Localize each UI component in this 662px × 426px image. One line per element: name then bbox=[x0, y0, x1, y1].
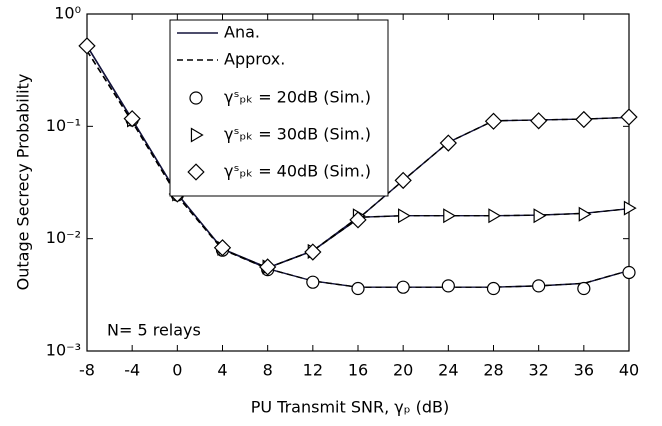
legend-label: γˢₚₖ = 40dB (Sim.) bbox=[224, 162, 371, 181]
legend-label: γˢₚₖ = 30dB (Sim.) bbox=[224, 125, 371, 144]
point bbox=[396, 280, 410, 294]
x-tick-label: 40 bbox=[619, 361, 639, 380]
point bbox=[351, 281, 365, 296]
y-axis-label: Outage Secrecy Probability bbox=[14, 74, 33, 291]
point bbox=[533, 208, 547, 224]
point bbox=[443, 208, 457, 224]
point bbox=[484, 112, 503, 130]
x-tick-label: 0 bbox=[172, 361, 182, 380]
x-tick-label: 24 bbox=[438, 361, 458, 380]
point bbox=[259, 258, 277, 276]
legend-box bbox=[169, 19, 389, 197]
point bbox=[213, 239, 232, 257]
point bbox=[620, 108, 638, 126]
point bbox=[349, 211, 367, 229]
point bbox=[530, 112, 548, 130]
legend-marker bbox=[190, 127, 204, 143]
x-tick-label: 36 bbox=[574, 361, 594, 380]
y-tick-label: 10⁻¹ bbox=[46, 116, 81, 135]
point bbox=[306, 275, 320, 289]
legend-label: γˢₚₖ = 20dB (Sim.) bbox=[224, 88, 371, 107]
point bbox=[486, 281, 501, 296]
point bbox=[441, 279, 455, 293]
legend-label: Approx. bbox=[224, 50, 285, 69]
y-tick-label: 10⁻³ bbox=[46, 341, 81, 360]
x-tick-label: -8 bbox=[79, 361, 95, 380]
point bbox=[575, 110, 593, 129]
point bbox=[623, 200, 637, 216]
point bbox=[578, 206, 592, 222]
y-tick-label: 10⁰ bbox=[54, 4, 81, 23]
x-tick-label: 16 bbox=[348, 361, 368, 380]
annotation: N= 5 relays bbox=[107, 321, 201, 340]
point bbox=[304, 243, 322, 261]
point bbox=[577, 281, 591, 296]
x-tick-label: 12 bbox=[303, 361, 323, 380]
y-tick-label: 10⁻² bbox=[46, 228, 81, 247]
point bbox=[394, 171, 412, 190]
point bbox=[532, 279, 546, 293]
point bbox=[622, 265, 636, 280]
x-tick-label: 20 bbox=[393, 361, 413, 380]
x-tick-label: 32 bbox=[528, 361, 548, 380]
point bbox=[439, 134, 457, 152]
legend-marker bbox=[187, 163, 205, 181]
point bbox=[488, 208, 502, 224]
legend-marker bbox=[189, 91, 203, 105]
x-tick-label: 4 bbox=[217, 361, 227, 380]
point bbox=[123, 110, 141, 128]
x-tick-label: -4 bbox=[124, 361, 140, 380]
x-axis-label: PU Transmit SNR, γₚ (dB) bbox=[251, 398, 450, 417]
legend-label: Ana. bbox=[224, 23, 260, 42]
x-tick-label: 8 bbox=[263, 361, 273, 380]
x-tick-label: 28 bbox=[483, 361, 503, 380]
point bbox=[398, 208, 411, 224]
point bbox=[78, 37, 96, 55]
